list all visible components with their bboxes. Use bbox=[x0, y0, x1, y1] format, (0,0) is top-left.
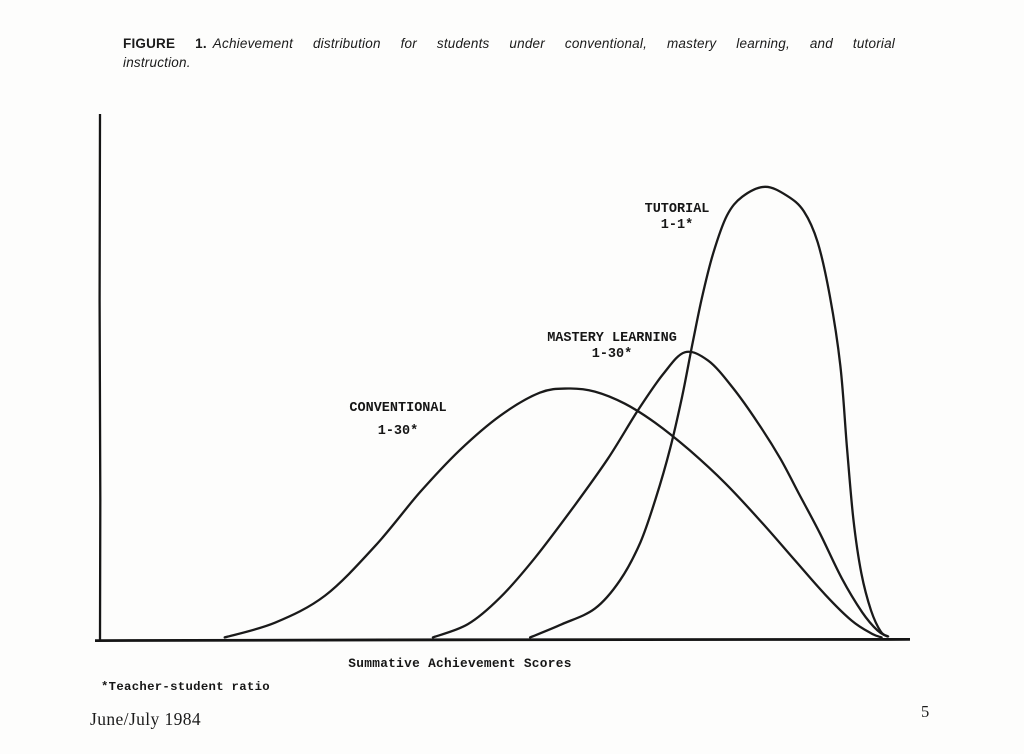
x-axis bbox=[94, 638, 911, 642]
y-axis bbox=[98, 113, 102, 642]
curve-label-mastery-name: MASTERY LEARNING bbox=[547, 331, 677, 346]
curve-conventional bbox=[223, 387, 883, 639]
figure-caption-line1: FIGURE 1. Achievement distribution for st… bbox=[123, 34, 895, 53]
curve-label-mastery-learning: MASTERY LEARNING 1-30* bbox=[547, 331, 677, 362]
curve-label-tutorial-ratio: 1-1* bbox=[660, 218, 694, 233]
journal-issue-date: June/July 1984 bbox=[90, 709, 202, 729]
curve-label-tutorial: TUTORIAL 1-1* bbox=[645, 202, 710, 233]
curve-label-tutorial-name: TUTORIAL bbox=[644, 202, 710, 217]
figure-number-label: FIGURE 1. bbox=[123, 36, 207, 51]
x-axis-title: Summative Achievement Scores bbox=[348, 656, 572, 671]
figure-caption: FIGURE 1. Achievement distribution for st… bbox=[123, 34, 895, 72]
curve-label-conventional-ratio: 1-30* bbox=[377, 424, 419, 439]
teacher-student-ratio-footnote: *Teacher-student ratio bbox=[101, 680, 270, 694]
curve-tutorial bbox=[528, 185, 890, 639]
figure-caption-text: Achievement distribution for students un… bbox=[212, 36, 895, 51]
curve-label-mastery-ratio: 1-30* bbox=[591, 347, 633, 362]
curve-label-conventional: CONVENTIONAL 1-30* bbox=[349, 401, 446, 439]
curve-label-conventional-name: CONVENTIONAL bbox=[349, 401, 447, 416]
figure-caption-line2: instruction. bbox=[123, 55, 191, 70]
page-number: 5 bbox=[921, 702, 930, 721]
curve-mastery-learning bbox=[431, 350, 889, 639]
